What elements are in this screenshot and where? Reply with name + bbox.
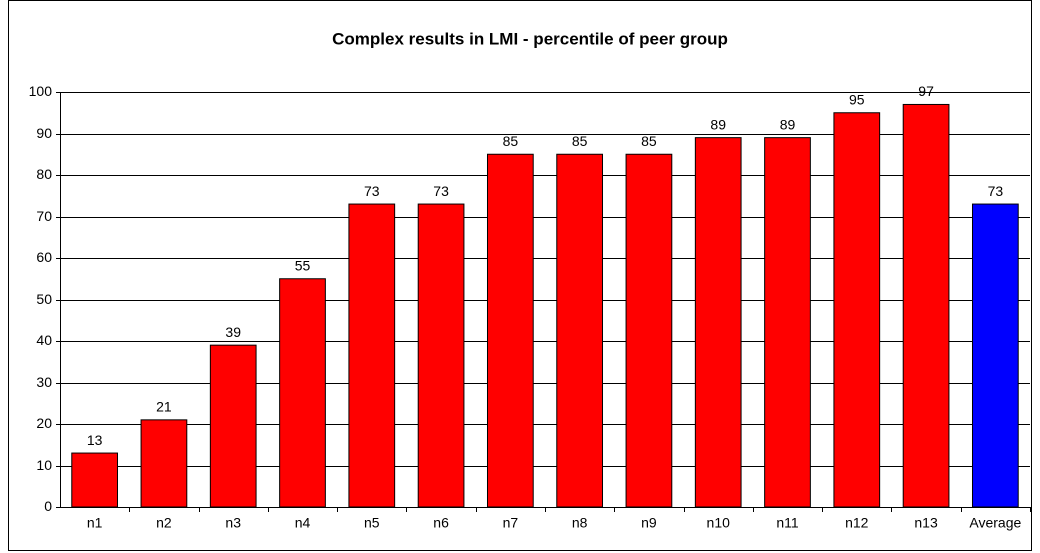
- data-label: 97: [918, 83, 934, 99]
- y-tick-label: 10: [36, 457, 52, 473]
- data-label: 21: [156, 399, 172, 415]
- data-label: 39: [225, 324, 241, 340]
- data-label: 73: [433, 183, 449, 199]
- x-tick-label: n8: [572, 515, 588, 531]
- data-label: 55: [295, 257, 311, 273]
- x-tick-label: n12: [845, 515, 869, 531]
- x-tick-label: n9: [641, 515, 657, 531]
- y-tick-label: 60: [36, 249, 52, 265]
- x-tick-label: n11: [776, 515, 799, 531]
- x-tick-label: Average: [969, 515, 1021, 531]
- data-label: 85: [641, 133, 657, 149]
- data-label: 73: [364, 183, 380, 199]
- data-label: 73: [988, 183, 1004, 199]
- bar: [902, 103, 950, 508]
- bar: [486, 153, 534, 508]
- data-label: 13: [87, 432, 103, 448]
- y-tick-label: 40: [36, 332, 52, 348]
- bar: [140, 419, 188, 508]
- y-tick-label: 70: [36, 208, 52, 224]
- y-tick-label: 80: [36, 166, 52, 182]
- bar: [417, 203, 465, 508]
- x-tick-label: n1: [87, 515, 103, 531]
- bar: [556, 153, 604, 508]
- data-label: 85: [503, 133, 519, 149]
- chart-title: Complex results in LMI - percentile of p…: [332, 29, 728, 48]
- x-tick-label: n13: [914, 515, 938, 531]
- y-tick-label: 90: [36, 125, 52, 141]
- x-tick-label: n5: [364, 515, 380, 531]
- bar: [833, 112, 881, 508]
- y-tick-label: 100: [29, 83, 53, 99]
- bar: [279, 278, 326, 508]
- x-tick-label: n4: [295, 515, 311, 531]
- x-tick-label: n7: [503, 515, 519, 531]
- bar: [348, 203, 396, 508]
- x-tick-label: n6: [433, 515, 449, 531]
- x-tick-label: n2: [156, 515, 172, 531]
- bar: [625, 153, 673, 508]
- y-tick-label: 20: [36, 415, 52, 431]
- x-tick-label: n3: [225, 515, 241, 531]
- y-tick-label: 0: [44, 498, 52, 514]
- data-label: 95: [849, 91, 865, 107]
- bar: [971, 203, 1019, 508]
- y-tick-label: 30: [36, 374, 52, 390]
- data-label: 89: [780, 116, 796, 132]
- y-tick-label: 50: [36, 291, 52, 307]
- bar: [694, 137, 742, 508]
- bar: [71, 452, 119, 508]
- bar: [209, 344, 257, 508]
- data-label: 89: [710, 116, 726, 132]
- bar: [764, 137, 811, 508]
- data-label: 85: [572, 133, 588, 149]
- x-tick-label: n10: [707, 515, 731, 531]
